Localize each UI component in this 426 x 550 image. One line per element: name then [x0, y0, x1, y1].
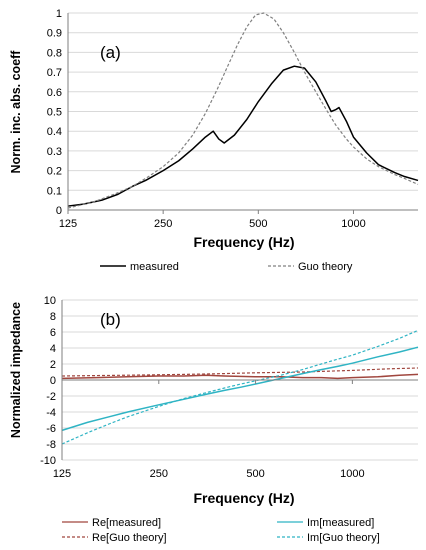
y-tick-label: 1: [56, 8, 62, 20]
y-tick-label: 0.3: [47, 146, 62, 158]
y-tick-label: 0.8: [47, 47, 62, 59]
legend-label-im-guo-theory: Im[Guo theory]: [307, 532, 380, 544]
panel-a-series: [67, 12, 419, 209]
series-line-measured: [67, 65, 419, 207]
y-tick-label: 0: [50, 375, 56, 387]
x-tick-label: 250: [154, 218, 172, 230]
panel-b-y-tick-labels: -10 -8 -6 -4 -2 0 2 4 6 8 10: [40, 295, 56, 467]
y-tick-label: -8: [46, 439, 56, 451]
y-tick-label: 6: [50, 327, 56, 339]
series-line-re-guo-theory: [61, 367, 419, 377]
x-tick-label: 250: [150, 468, 168, 480]
legend-label-measured: measured: [130, 261, 179, 273]
x-tick-label: 500: [246, 468, 264, 480]
x-tick-label: 125: [59, 218, 77, 230]
legend-label-re-measured: Re[measured]: [92, 517, 161, 529]
y-tick-label: 0.1: [47, 185, 62, 197]
panel-a: 00.10.20.30.40.50.60.70.80.91 125 250 500 1…: [9, 8, 419, 273]
y-tick-label: 0: [56, 205, 62, 217]
panel-a-x-tick-labels: 125 250 500 1000: [59, 218, 366, 230]
panel-b-axes: [61, 300, 418, 460]
y-tick-label: 0.6: [47, 87, 62, 99]
x-tick-label: 125: [53, 468, 71, 480]
panel-a-y-tick-labels: 0 0.1 0.2 0.3 0.4 0.5 0.6 0.7 0.8 0.9 1: [47, 8, 62, 217]
panel-a-axes: [67, 13, 418, 214]
y-tick-label: 0.2: [47, 166, 62, 178]
y-tick-label: -10: [40, 455, 56, 467]
y-tick-label: -6: [46, 423, 56, 435]
panel-a-label: (a): [100, 43, 121, 62]
x-tick-label: 1000: [341, 218, 365, 230]
x-tick-label: 1000: [340, 468, 364, 480]
series-line-im-guo-theory: [61, 329, 419, 445]
y-tick-label: 0.7: [47, 67, 62, 79]
panel-b-x-axis-title: Frequency (Hz): [193, 490, 294, 506]
y-tick-label: 8: [50, 311, 56, 323]
panel-b-x-tick-labels: 125 250 500 1000: [53, 468, 365, 480]
legend-label-re-guo-theory: Re[Guo theory]: [92, 532, 167, 544]
panel-a-y-axis-title: Norm. inc. abs. coeff: [9, 50, 23, 174]
panel-a-x-axis-title: Frequency (Hz): [193, 234, 294, 250]
panel-b-legend: Re[measured] Re[Guo theory] Im[measured]…: [62, 517, 380, 544]
legend-label-guo-theory: Guo theory: [298, 261, 353, 273]
panel-b: -10 -8 -6 -4 -2 0 2 4 6 8 10 125 250 500 1000 (b) Fre…: [9, 295, 419, 544]
panel-b-y-axis-title: Normalized impedance: [9, 302, 23, 438]
series-line-guo-theory: [67, 12, 419, 209]
y-tick-label: 0.9: [47, 28, 62, 40]
panel-b-series: [61, 329, 419, 445]
legend-label-im-measured: Im[measured]: [307, 517, 374, 529]
panel-b-label: (b): [100, 310, 121, 329]
y-tick-label: -2: [46, 391, 56, 403]
y-tick-label: 4: [50, 343, 56, 355]
series-line-re-measured: [61, 373, 419, 380]
y-tick-label: 10: [44, 295, 56, 307]
panel-a-legend: measured Guo theory: [100, 261, 353, 273]
y-tick-label: 0.5: [47, 107, 62, 119]
x-tick-label: 500: [249, 218, 267, 230]
series-line-im-measured: [61, 346, 419, 432]
y-tick-label: -4: [46, 407, 56, 419]
y-tick-label: 0.4: [47, 126, 62, 138]
y-tick-label: 2: [50, 359, 56, 371]
